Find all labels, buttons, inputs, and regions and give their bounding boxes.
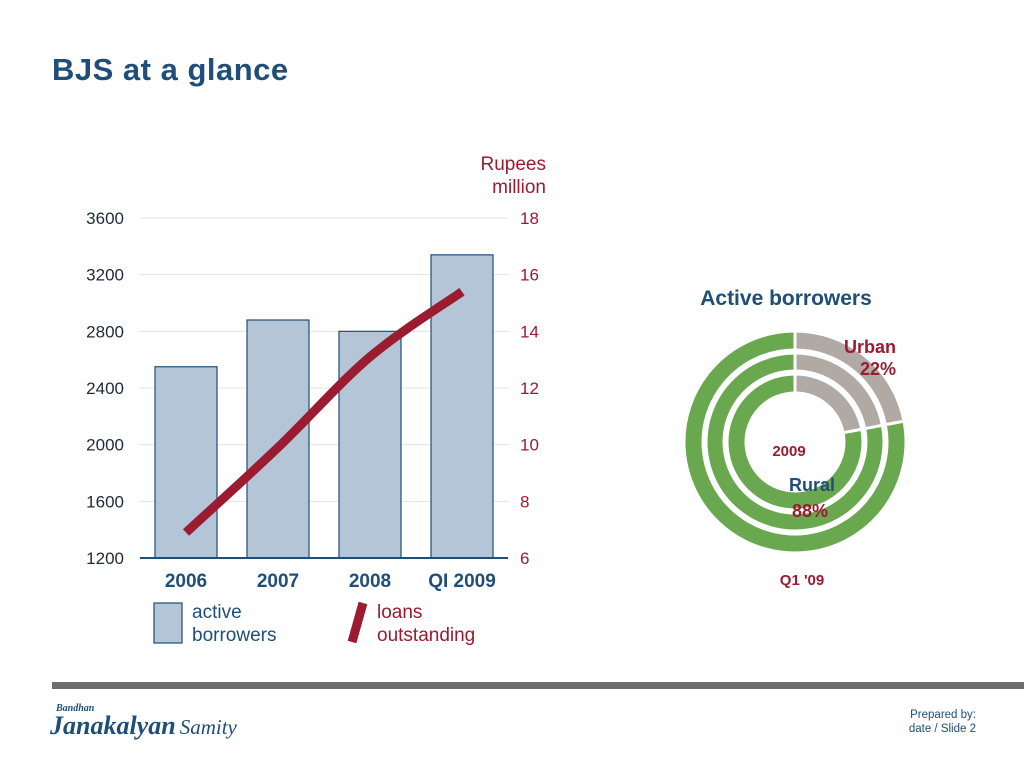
- left-tick-label: 1600: [86, 492, 124, 511]
- legend-label-bar: active: [192, 602, 242, 623]
- footer-info: Prepared by: date / Slide 2: [909, 708, 976, 736]
- prepared-by-label: Prepared by:: [910, 709, 976, 721]
- category-label: QI 2009: [428, 571, 496, 592]
- ring-slice-rural: [704, 351, 886, 533]
- donut-title: Active borrowers: [700, 287, 872, 310]
- logo-word-janakalyan: Janakalyan: [50, 711, 176, 740]
- ring-slice-rural: [725, 372, 865, 512]
- left-tick-label: 2400: [86, 379, 124, 398]
- legend-label-line: outstanding: [377, 625, 475, 646]
- bar-active-borrowers: [338, 330, 402, 559]
- logo-small-text: Bandhan: [56, 703, 95, 714]
- legend-label-line: loans: [377, 602, 422, 623]
- right-tick-label: 12: [520, 379, 539, 398]
- left-tick-label: 3200: [86, 266, 124, 285]
- right-tick-label: 16: [520, 266, 539, 285]
- right-tick-label: 6: [520, 549, 529, 568]
- line-loans-outstanding: [182, 287, 465, 536]
- ring-slice-rural: [682, 329, 908, 555]
- left-tick-label: 1200: [86, 549, 124, 568]
- donut-inner-label: 2009: [772, 443, 805, 460]
- footer-divider: [52, 682, 1024, 689]
- right-axis-unit-label: million: [492, 177, 546, 198]
- category-label: 2008: [349, 571, 391, 592]
- legend-label-bar: borrowers: [192, 625, 276, 646]
- charts-area: 1200 1600 2000 2400 2800 3200 3600 6 8 10 12 14 16 18…: [86, 154, 908, 646]
- left-tick-label: 2000: [86, 436, 124, 455]
- right-tick-label: 8: [520, 492, 529, 511]
- legend-swatch-line: [347, 601, 368, 644]
- slice-value-urban: 22%: [860, 359, 896, 379]
- logo-wordmark: Janakalyan Samity: [50, 711, 237, 741]
- date-slide-label: date / Slide 2: [908, 723, 976, 735]
- bar-active-borrowers: [246, 319, 310, 559]
- legend-swatch-bar: [153, 602, 183, 644]
- logo-word-samity: Samity: [179, 715, 237, 739]
- right-tick-label: 18: [520, 209, 539, 228]
- slice-label-rural: Rural: [789, 475, 835, 495]
- left-tick-label: 3600: [86, 209, 124, 228]
- slice-value-rural: 88%: [792, 501, 828, 521]
- left-tick-label: 2800: [86, 322, 124, 341]
- right-tick-label: 14: [520, 322, 539, 341]
- right-tick-label: 10: [520, 436, 539, 455]
- bar-active-borrowers: [430, 254, 494, 559]
- category-label: 2007: [257, 571, 299, 592]
- slide-title: BJS at a glance: [52, 52, 289, 87]
- right-axis-unit-label: Rupees: [481, 154, 547, 175]
- donut-outer-label: Q1 '09: [780, 572, 824, 589]
- bar-active-borrowers: [154, 366, 218, 559]
- slice-label-urban: Urban: [844, 337, 896, 357]
- category-label: 2006: [165, 571, 207, 592]
